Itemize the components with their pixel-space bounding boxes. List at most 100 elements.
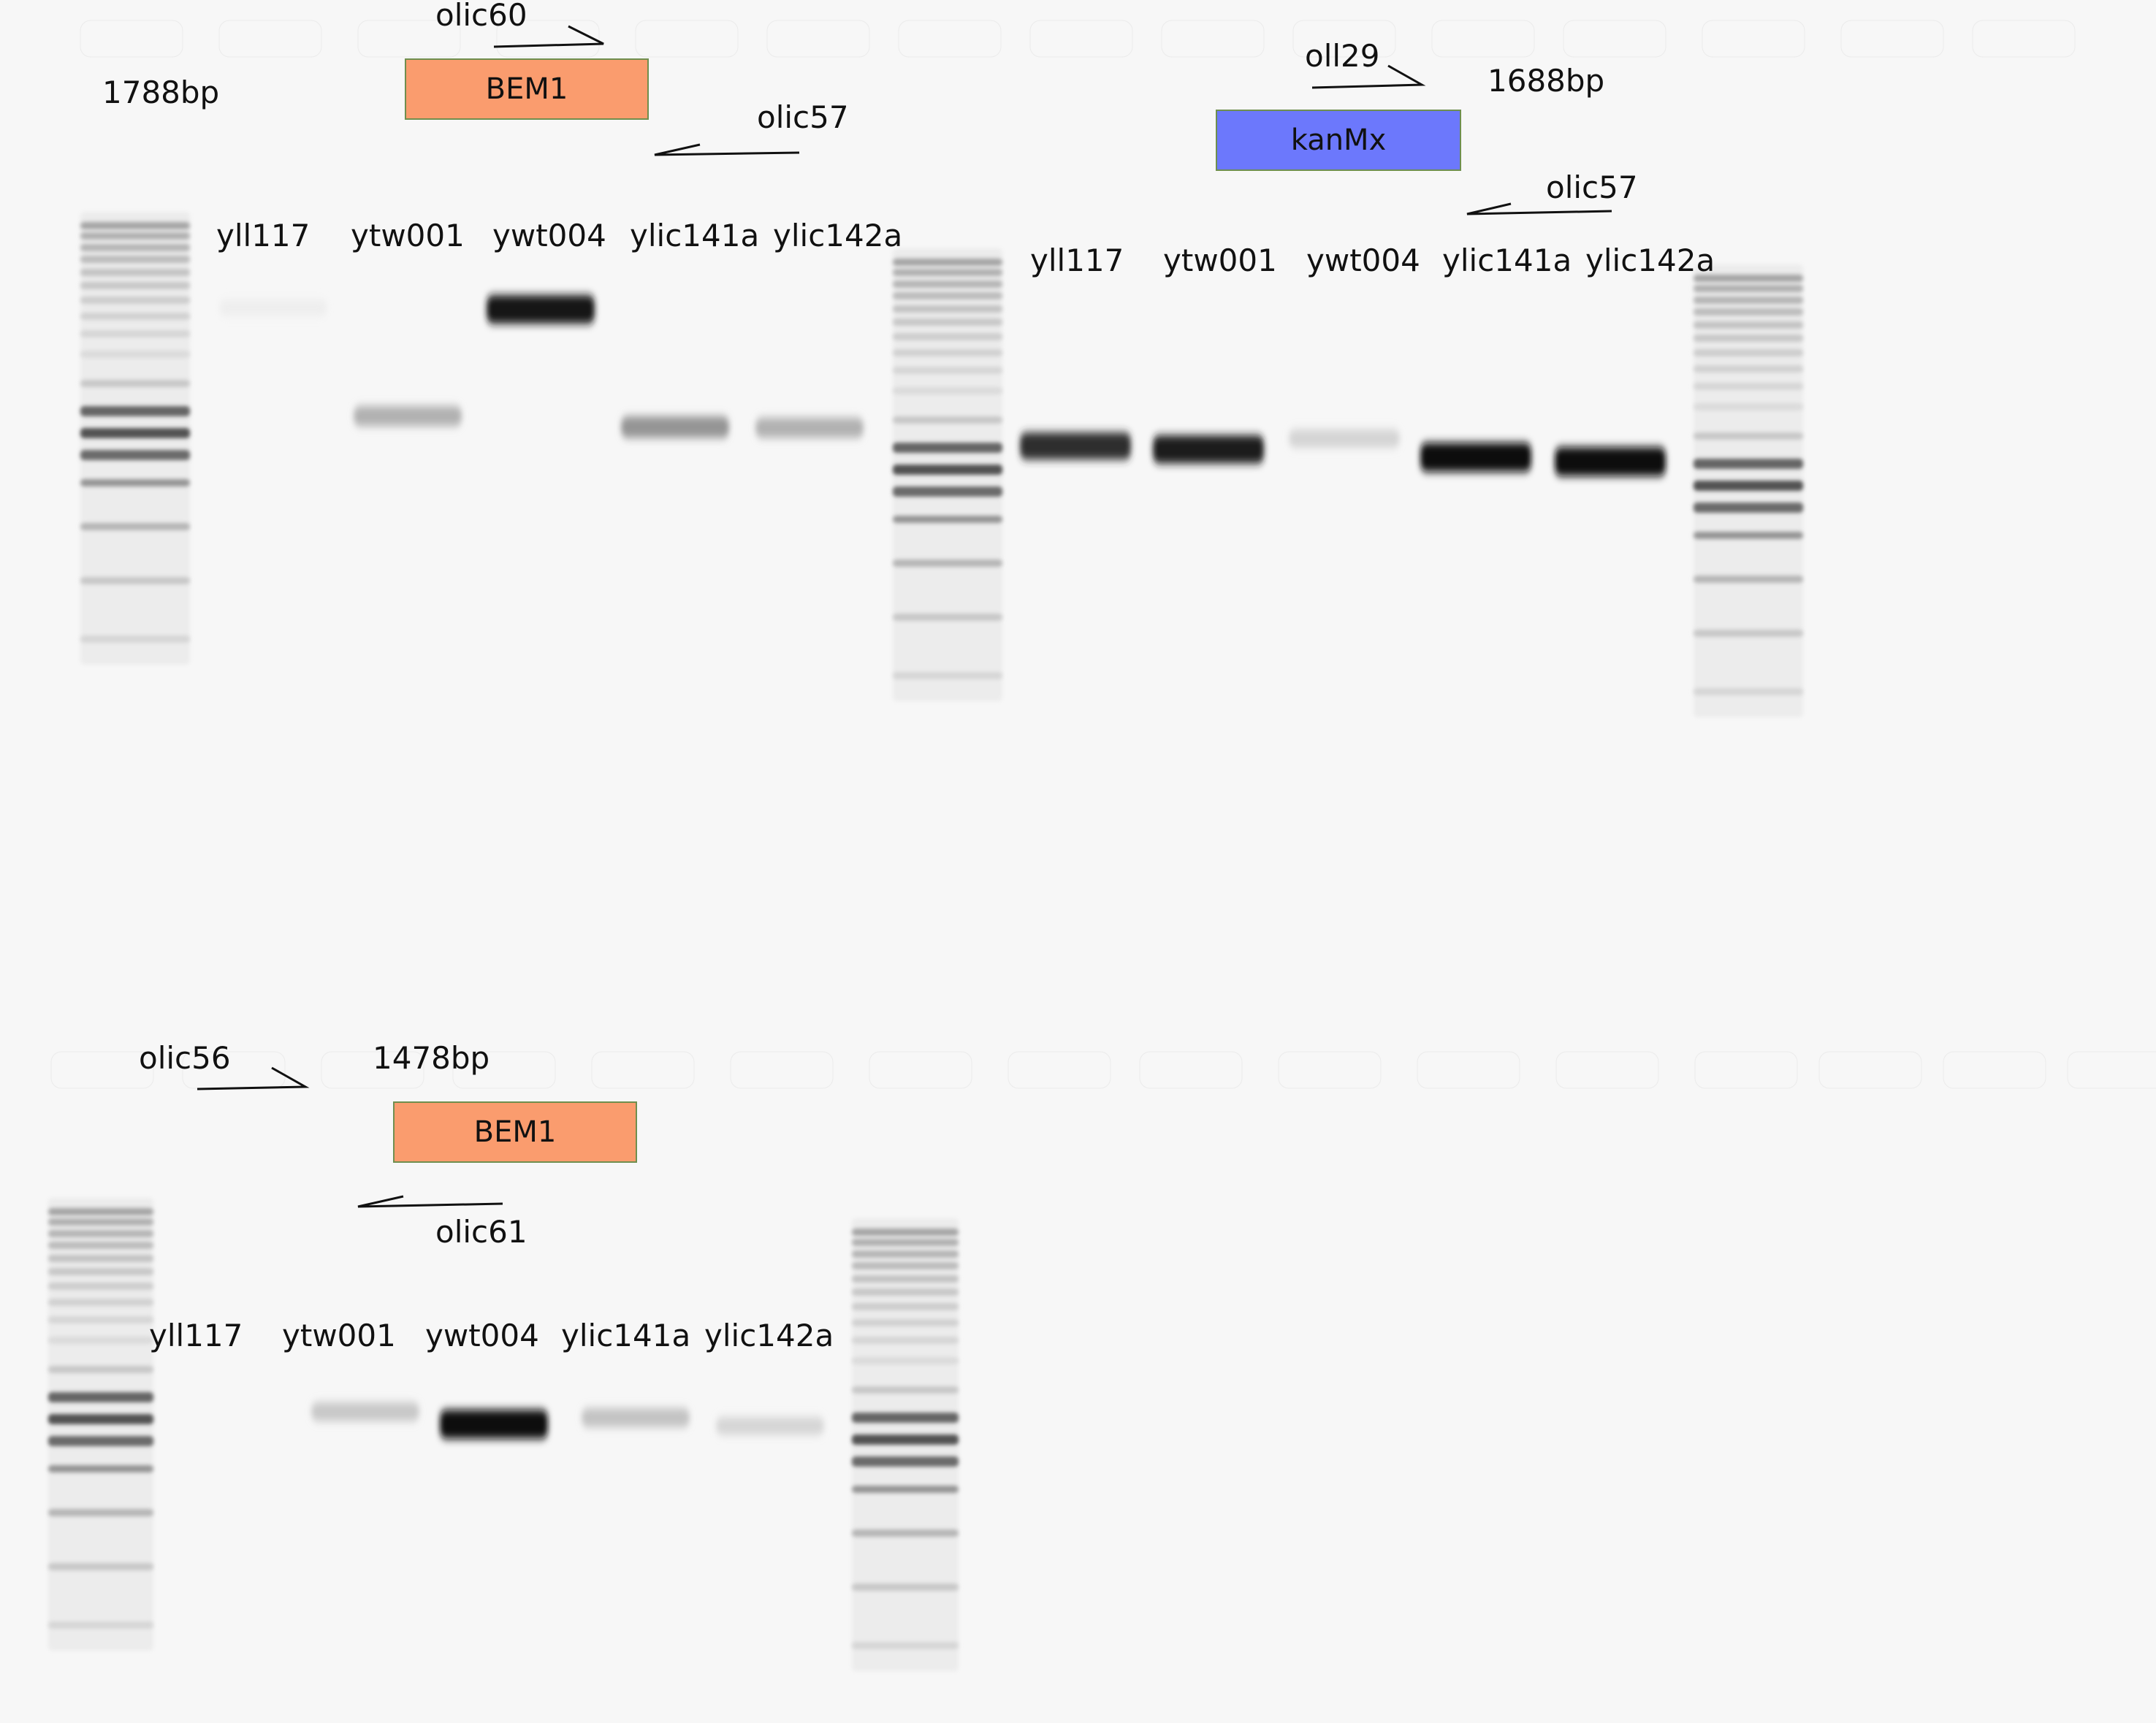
ladder-band	[80, 428, 190, 438]
gel-well	[1029, 20, 1133, 58]
ladder-band	[48, 1337, 153, 1344]
sample-band-bottom_left	[440, 1410, 548, 1439]
reverse-primer-label-olic57-top-right: olic57	[1546, 169, 1638, 205]
gel-well	[1840, 20, 1944, 58]
gel-well	[1007, 1051, 1111, 1089]
ladder-band	[80, 577, 190, 584]
ladder-band	[852, 1229, 959, 1236]
gel-well	[766, 20, 870, 58]
ladder-band	[48, 1208, 153, 1215]
sample-band-top_left	[755, 418, 864, 438]
gel-well	[898, 20, 1002, 58]
gel-well	[1278, 1051, 1382, 1089]
gel-well	[591, 1051, 695, 1089]
ladder-band	[852, 1413, 959, 1423]
ladder-band	[48, 1366, 153, 1373]
ladder-band	[80, 330, 190, 337]
sample-band-top_left	[354, 406, 462, 427]
sample-bands	[219, 295, 1666, 1439]
ladder-band	[48, 1621, 153, 1629]
forward-primer-label-oll29: oll29	[1305, 38, 1380, 74]
gel-well	[2067, 1051, 2156, 1089]
ladder-band	[852, 1583, 959, 1591]
gel-well	[218, 20, 322, 58]
ladder-band	[80, 256, 190, 263]
sample-band-top_right	[1555, 447, 1666, 476]
ladder-band	[1694, 285, 1803, 292]
ladder-band	[80, 313, 190, 320]
ladder-band	[893, 559, 1002, 567]
ladder-band	[80, 297, 190, 304]
lane-label: ylic141a	[561, 1318, 691, 1353]
ladder-band	[80, 380, 190, 387]
sample-band-bottom_left	[311, 1402, 419, 1421]
ladder-band	[852, 1456, 959, 1467]
gene-box-bem1-top: BEM1	[405, 58, 649, 120]
ladder-band	[893, 292, 1002, 299]
ladder-band	[852, 1486, 959, 1493]
ladder-band	[893, 516, 1002, 523]
ladder-band	[852, 1303, 959, 1310]
ladder-band	[893, 280, 1002, 288]
ladder-band	[48, 1316, 153, 1323]
ladder-band	[852, 1262, 959, 1269]
gel-wells	[50, 20, 2156, 1089]
gel-well	[357, 20, 461, 58]
lane-label: ywt004	[425, 1318, 539, 1353]
sample-band-top_right	[1289, 429, 1400, 448]
gel-well	[1431, 20, 1535, 58]
sample-band-top_right	[1420, 443, 1531, 472]
gel-well	[80, 20, 183, 58]
gel-well	[1972, 20, 2076, 58]
gel-well	[1292, 20, 1396, 58]
ladder-band	[48, 1242, 153, 1249]
ladder-band	[48, 1299, 153, 1306]
lane-label: ytw001	[351, 218, 465, 253]
ladder-band	[1694, 576, 1803, 583]
ladder-band	[1694, 532, 1803, 539]
ladder-band	[48, 1392, 153, 1402]
ladder-band	[893, 367, 1002, 374]
sample-band-top_left	[487, 295, 595, 324]
ladder-band	[893, 269, 1002, 276]
ladder-band	[852, 1288, 959, 1296]
ladder-band	[48, 1414, 153, 1424]
ladders	[48, 212, 1803, 1671]
gel-well	[452, 1051, 556, 1089]
sample-band-top_left	[219, 299, 327, 316]
sample-band-top_right	[1020, 432, 1131, 460]
lane-label: ylic142a	[1585, 242, 1715, 278]
olic56-arrow	[197, 1066, 310, 1090]
sample-band-bottom_left	[582, 1408, 690, 1427]
olic57-arrow-top-left	[654, 143, 800, 156]
ladder-band	[1694, 349, 1803, 356]
ladder-band	[1694, 365, 1803, 373]
ladder-band	[1694, 481, 1803, 491]
ladder-band	[1694, 335, 1803, 342]
ladder-band	[893, 318, 1002, 326]
ladder-band	[48, 1509, 153, 1516]
ladder-band	[893, 333, 1002, 340]
ladder-band	[1694, 308, 1803, 316]
lane-label: yll117	[1030, 242, 1124, 278]
ladder-band	[1694, 321, 1803, 329]
primer-arrows	[197, 25, 1612, 1208]
gel-well	[1139, 1051, 1243, 1089]
ladder-band	[80, 479, 190, 486]
ladder-band	[80, 222, 190, 229]
gel-well	[1943, 1051, 2046, 1089]
ladder-band	[893, 259, 1002, 266]
lane-label: ylic142a	[773, 218, 903, 253]
ladder-band	[80, 244, 190, 251]
oll29-arrow	[1311, 64, 1426, 89]
forward-primer-label-olic56: olic56	[139, 1040, 231, 1076]
ladder-band	[1694, 432, 1803, 440]
ladder-band	[893, 443, 1002, 453]
ladder-band	[852, 1642, 959, 1649]
ladder-band	[80, 232, 190, 240]
sample-band-bottom_left	[716, 1417, 824, 1435]
ladder-band	[893, 349, 1002, 356]
ladder-band	[48, 1283, 153, 1290]
ladder-band	[893, 465, 1002, 475]
lane-label: ylic141a	[630, 218, 760, 253]
